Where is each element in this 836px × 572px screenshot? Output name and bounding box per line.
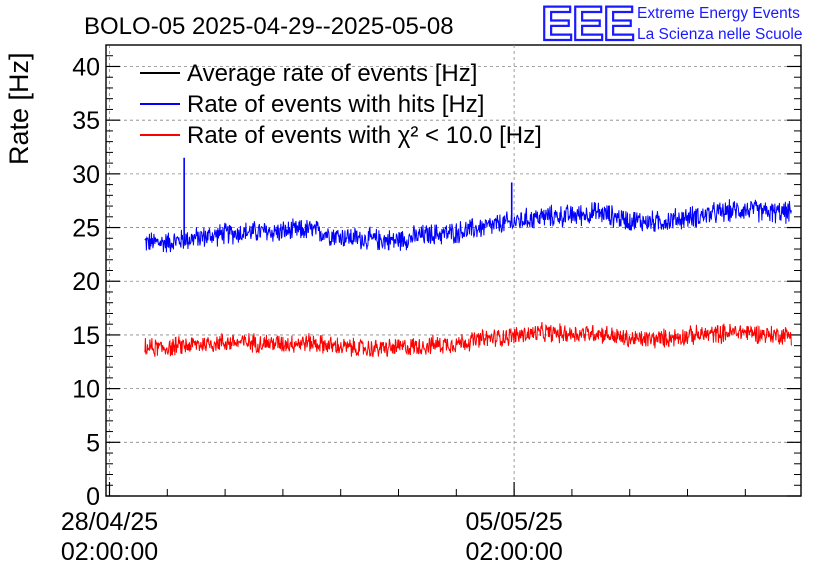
eee-logo-line1: Extreme Energy Events	[637, 5, 800, 22]
y-tick-label: 40	[72, 53, 100, 81]
y-tick-label: 25	[72, 215, 100, 243]
legend-label: Average rate of events [Hz]	[187, 60, 477, 87]
eee-logo: EEE Extreme Energy Events La Scienza nel…	[540, 0, 803, 52]
legend: Average rate of events [Hz] Rate of event…	[140, 60, 542, 149]
y-tick-label: 5	[86, 429, 100, 457]
y-tick-label: 10	[72, 376, 100, 404]
y-tick-label: 0	[86, 483, 100, 511]
axis-ticks: 051015202530354028/04/2502:00:0005/05/25…	[61, 44, 801, 566]
series-layer	[144, 157, 792, 358]
legend-label: Rate of events with χ² < 10.0 [Hz]	[187, 122, 542, 149]
x-tick-label-date: 05/05/25	[465, 508, 562, 536]
x-tick-label-date: 28/04/25	[61, 508, 158, 536]
y-tick-label: 35	[72, 107, 100, 135]
y-axis-label: Rate [Hz]	[4, 52, 34, 165]
y-tick-label: 30	[72, 161, 100, 189]
x-tick-label-time: 02:00:00	[465, 538, 562, 566]
x-tick-label-time: 02:00:00	[61, 538, 158, 566]
legend-label: Rate of events with hits [Hz]	[187, 91, 484, 118]
series-line-1	[144, 199, 792, 253]
eee-logo-mark: EEE	[541, 0, 634, 51]
y-tick-label: 15	[72, 322, 100, 350]
eee-logo-line2: La Scienza nelle Scuole	[637, 26, 802, 43]
series-line-2	[144, 321, 792, 358]
y-tick-label: 20	[72, 268, 100, 296]
chart-title: BOLO-05 2025-04-29--2025-05-08	[84, 13, 454, 40]
